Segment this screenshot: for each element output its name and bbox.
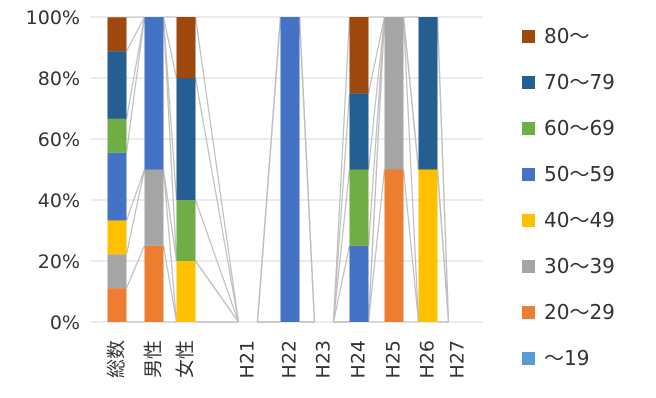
bar-segment <box>177 200 196 261</box>
x-category-label: 男性 <box>143 340 165 378</box>
legend-swatch <box>522 352 535 365</box>
y-tick-label: 0% <box>50 312 80 334</box>
legend: 80～ 70～79 60～69 50～59 40～49 30～39 20～29 ～19 <box>522 24 615 370</box>
series-line <box>438 17 449 322</box>
legend-label: 80～ <box>544 24 589 48</box>
series-line <box>164 17 177 200</box>
bar-segment <box>385 17 404 170</box>
y-tick-label: 80% <box>38 68 80 90</box>
bar-segment <box>108 153 127 221</box>
legend-swatch <box>522 260 535 273</box>
bar-segment <box>419 170 438 323</box>
legend-label: 50～59 <box>544 162 615 186</box>
x-category-label: H21 <box>237 340 259 378</box>
bar-segment <box>108 288 127 322</box>
x-category-label: H26 <box>417 340 439 378</box>
series-line <box>127 246 145 288</box>
series-line <box>404 17 419 170</box>
y-axis-ticks: 0% 20% 40% 60% 80% 100% <box>26 7 80 334</box>
legend-swatch <box>522 30 535 43</box>
x-category-label: H23 <box>313 340 335 378</box>
series-line <box>369 170 385 323</box>
legend-swatch <box>522 168 535 181</box>
legend-label: 70～79 <box>544 70 615 94</box>
series-line <box>164 246 177 322</box>
legend-label: 20～29 <box>544 300 615 324</box>
series-line <box>369 17 385 246</box>
series-line <box>258 17 281 322</box>
x-category-label: H22 <box>279 340 301 378</box>
legend-swatch <box>522 122 535 135</box>
series-line <box>196 261 239 322</box>
bar-segment <box>108 220 127 254</box>
y-tick-label: 40% <box>38 190 80 212</box>
series-line <box>127 17 145 153</box>
x-category-label: H27 <box>447 340 469 378</box>
y-tick-label: 20% <box>38 251 80 273</box>
series-line <box>300 17 315 322</box>
bar-segment <box>108 51 127 119</box>
bar-segment <box>145 17 164 170</box>
legend-label: 30～39 <box>544 254 615 278</box>
bar-segment <box>145 246 164 322</box>
x-category-label: 女性 <box>175 340 197 378</box>
series-line <box>334 17 350 322</box>
series-line <box>404 17 419 322</box>
series-line <box>196 17 239 322</box>
x-category-label: 総数 <box>106 340 128 378</box>
x-category-label: H24 <box>348 340 370 378</box>
bar-segment <box>350 170 369 246</box>
x-category-label: H25 <box>383 340 405 378</box>
legend-label: 60～69 <box>544 116 615 140</box>
y-tick-label: 60% <box>38 129 80 151</box>
bar-segment <box>177 17 196 78</box>
legend-swatch <box>522 76 535 89</box>
bar-segment <box>108 17 127 51</box>
legend-swatch <box>522 214 535 227</box>
bar-segment <box>108 254 127 288</box>
legend-label: 40～49 <box>544 208 615 232</box>
legend-swatch <box>522 306 535 319</box>
bar-segment <box>177 78 196 200</box>
series-line <box>438 170 449 323</box>
x-axis-labels: 総数男性女性 H21 H22 H23 H24 H25 H26 H27 <box>106 340 469 378</box>
bar-segment <box>350 246 369 322</box>
series-line <box>369 17 385 170</box>
y-tick-label: 100% <box>26 7 80 29</box>
legend-label: ～19 <box>544 346 589 370</box>
bar-segment <box>145 170 164 246</box>
bar-segment <box>281 17 300 322</box>
bar-segment <box>385 170 404 323</box>
series-line <box>127 17 145 119</box>
series-line <box>334 170 350 323</box>
bar-segment <box>108 119 127 153</box>
bar-segment <box>177 261 196 322</box>
bar-segment <box>419 17 438 170</box>
series-line <box>404 170 419 323</box>
bar-segment <box>350 17 369 93</box>
bar-segment <box>350 93 369 169</box>
bars <box>108 17 438 322</box>
series-line <box>369 17 385 322</box>
